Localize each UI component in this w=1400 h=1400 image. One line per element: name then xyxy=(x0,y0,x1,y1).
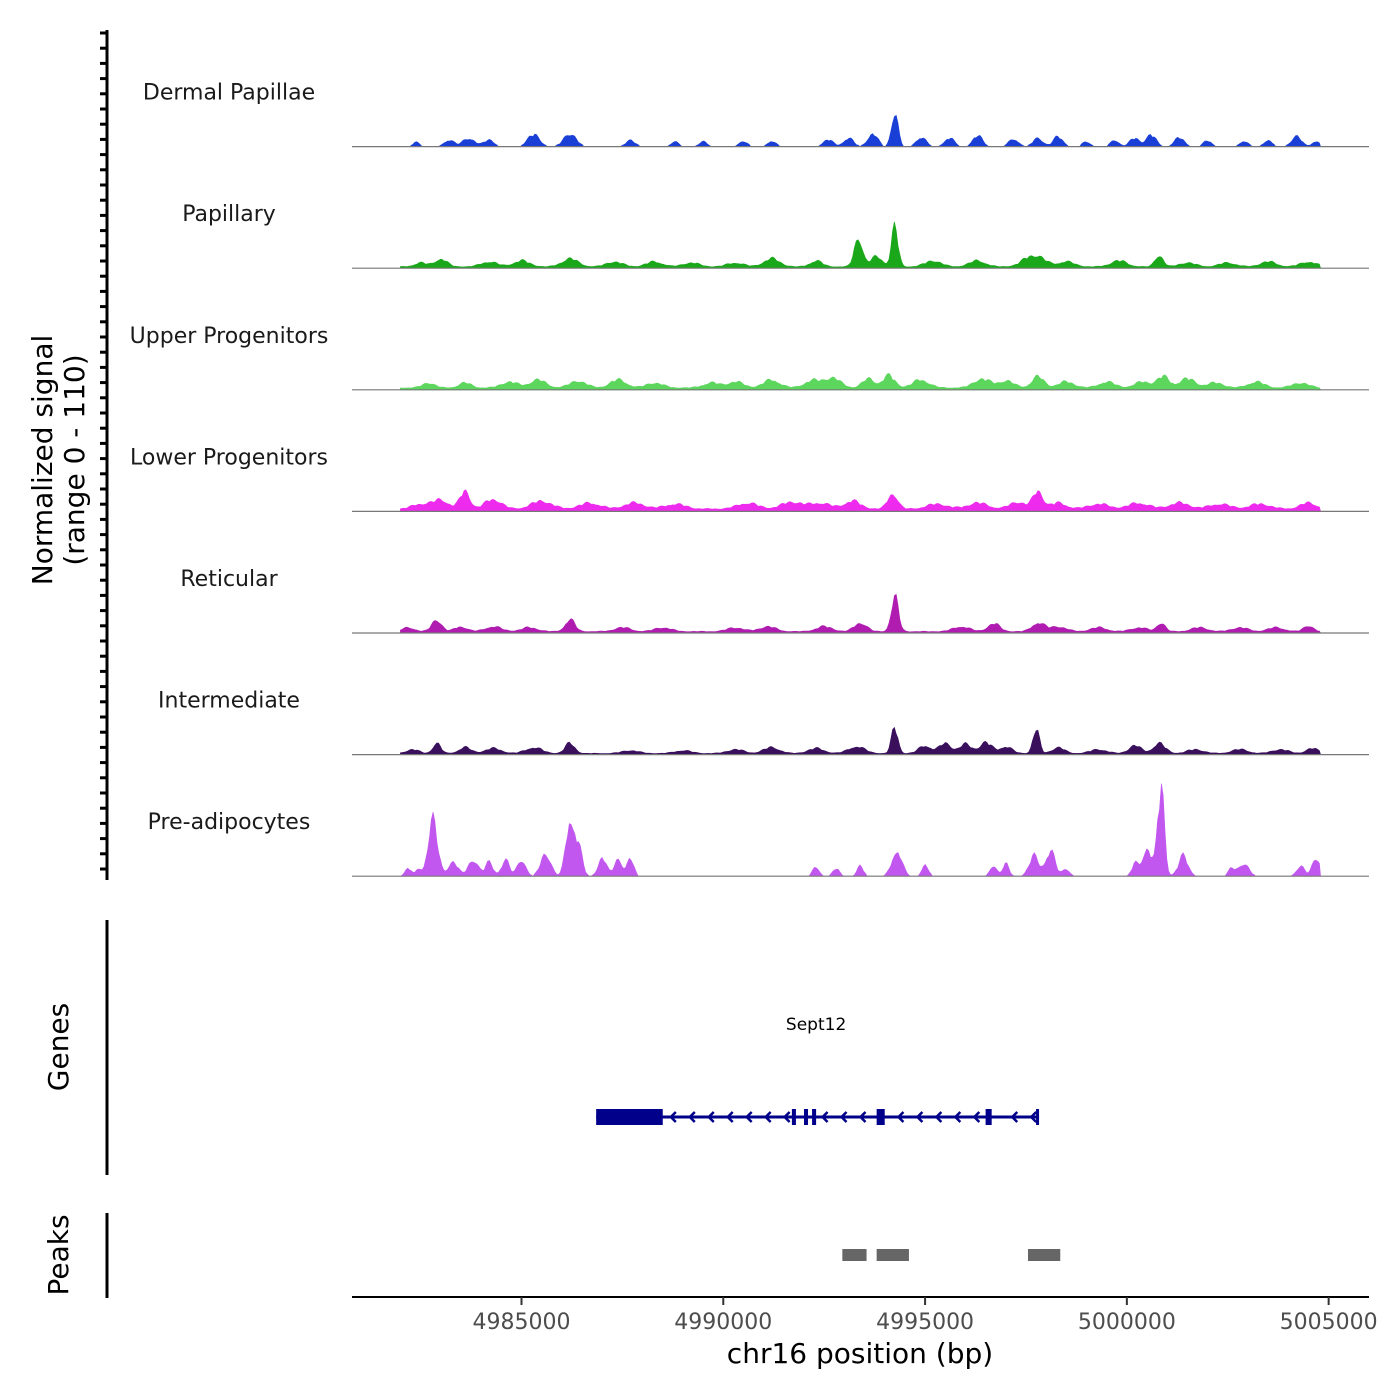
strand-arrow xyxy=(896,1111,905,1123)
coverage-area xyxy=(400,221,1322,269)
gene-exon xyxy=(876,1109,885,1125)
peak-region xyxy=(1027,1249,1061,1261)
x-tick-label: 4995000 xyxy=(876,1310,974,1335)
gene-label: Sept12 xyxy=(786,1015,846,1035)
coverage-area xyxy=(399,783,1321,877)
track-label: Pre-adipocytes xyxy=(148,810,311,835)
strand-arrow xyxy=(915,1111,924,1123)
coverage-area xyxy=(400,489,1321,512)
strand-arrow xyxy=(782,1111,791,1123)
gene-exon xyxy=(1036,1109,1040,1125)
genes-panel: Sept12 xyxy=(596,1015,1040,1125)
strand-arrow xyxy=(669,1111,677,1123)
track-intermediate: Intermediate xyxy=(158,689,1369,756)
strand-arrow xyxy=(725,1111,734,1123)
y-axis-title-line2: (range 0 - 110) xyxy=(58,354,91,565)
track-label: Papillary xyxy=(182,202,276,227)
strand-arrow xyxy=(839,1111,848,1123)
gene-exon xyxy=(791,1109,796,1125)
coverage-area xyxy=(400,593,1322,634)
track-upper-progenitors: Upper Progenitors xyxy=(130,324,1369,391)
coverage-area xyxy=(400,114,1322,147)
coverage-area xyxy=(400,726,1322,755)
genes-panel-title: Genes xyxy=(42,1003,75,1091)
track-label: Intermediate xyxy=(158,689,300,714)
x-tick-label: 5005000 xyxy=(1280,1310,1378,1335)
peak-region xyxy=(876,1249,909,1261)
strand-arrow xyxy=(953,1111,962,1123)
track-papillary: Papillary xyxy=(182,202,1369,269)
track-label: Upper Progenitors xyxy=(130,324,329,349)
x-tick-label: 5000000 xyxy=(1078,1310,1176,1335)
strand-arrow xyxy=(972,1111,981,1123)
coverage-area xyxy=(400,373,1322,391)
track-label: Dermal Papillae xyxy=(143,81,315,106)
x-tick-label: 4985000 xyxy=(473,1310,571,1335)
strand-arrow xyxy=(1029,1111,1038,1123)
track-label: Reticular xyxy=(180,567,278,592)
coverage-tracks: Dermal Papillae Papillary Upper Progenitor… xyxy=(130,81,1369,877)
track-pre-adipocytes: Pre-adipocytes xyxy=(148,783,1369,877)
peaks-panel-title: Peaks xyxy=(42,1214,75,1295)
gene-exon xyxy=(985,1109,992,1125)
peaks-panel xyxy=(842,1249,1061,1261)
strand-arrow xyxy=(858,1111,867,1123)
x-axis: 4985000 4990000 4995000 5000000 5005000 xyxy=(352,1296,1378,1335)
strand-arrow xyxy=(934,1111,943,1123)
track-dermal-papillae: Dermal Papillae xyxy=(143,81,1369,148)
strand-arrow xyxy=(688,1111,696,1123)
gene-utr-block xyxy=(596,1109,663,1125)
strand-arrow xyxy=(763,1111,772,1123)
gene-exon xyxy=(804,1109,809,1125)
track-reticular: Reticular xyxy=(180,567,1369,634)
y-axis-title-line1: Normalized signal xyxy=(26,335,59,586)
peak-region xyxy=(842,1249,867,1261)
strand-arrow xyxy=(744,1111,753,1123)
y-axis xyxy=(100,30,109,880)
x-tick-label: 4990000 xyxy=(674,1310,772,1335)
track-lower-progenitors: Lower Progenitors xyxy=(130,445,1369,512)
track-label: Lower Progenitors xyxy=(130,445,328,470)
x-axis-title: chr16 position (bp) xyxy=(727,1337,993,1370)
strand-arrow xyxy=(706,1111,715,1123)
gene-exon xyxy=(812,1109,817,1125)
strand-arrow xyxy=(820,1111,829,1123)
strand-arrow xyxy=(1010,1111,1019,1123)
